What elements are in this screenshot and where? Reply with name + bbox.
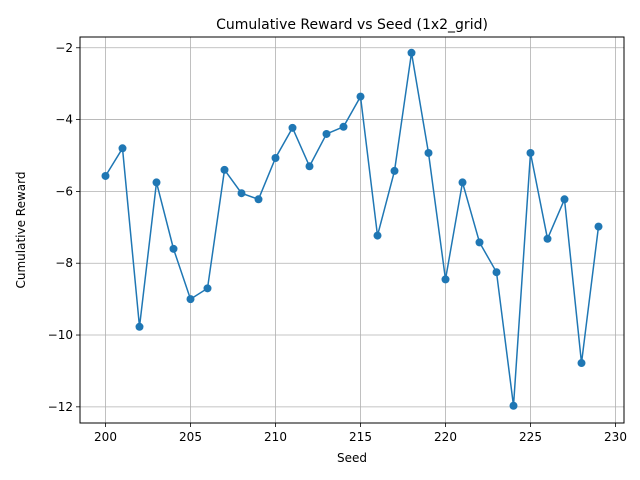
data-point xyxy=(101,171,110,180)
series-layer xyxy=(101,48,603,410)
data-point xyxy=(424,148,433,157)
y-axis-label: Cumulative Reward xyxy=(14,172,28,289)
data-point xyxy=(577,359,586,368)
data-point xyxy=(305,162,314,171)
data-point xyxy=(526,148,535,157)
data-point xyxy=(543,234,552,243)
x-tick-label: 225 xyxy=(519,430,542,444)
data-point xyxy=(135,322,144,331)
y-tick-label: −12 xyxy=(48,400,73,414)
data-point xyxy=(254,195,263,204)
data-point xyxy=(560,195,569,204)
x-tick-label: 205 xyxy=(179,430,202,444)
data-point xyxy=(492,268,501,277)
x-tick-label: 230 xyxy=(604,430,627,444)
y-tick-label: −2 xyxy=(55,41,73,55)
data-point xyxy=(356,92,365,101)
x-tick-label: 220 xyxy=(434,430,457,444)
data-point xyxy=(271,154,280,163)
grid xyxy=(80,37,624,423)
x-axis-label: Seed xyxy=(337,451,367,465)
data-point xyxy=(237,189,246,198)
y-tick-label: −8 xyxy=(55,256,73,270)
data-point xyxy=(220,165,229,174)
x-tick-label: 200 xyxy=(94,430,117,444)
data-point xyxy=(203,284,212,293)
y-tick-label: −4 xyxy=(55,113,73,127)
data-point xyxy=(186,295,195,304)
data-point xyxy=(373,231,382,240)
data-point xyxy=(475,238,484,247)
x-tick-label: 210 xyxy=(264,430,287,444)
plot-frame xyxy=(79,36,625,424)
data-point xyxy=(118,144,127,153)
data-point xyxy=(152,178,161,187)
data-point xyxy=(458,178,467,187)
data-point xyxy=(594,222,603,231)
data-point xyxy=(322,129,331,138)
data-point xyxy=(288,123,297,132)
x-tick-label: 215 xyxy=(349,430,372,444)
x-axis: 200 205 210 215 220 225 230 xyxy=(94,423,627,444)
data-point xyxy=(339,122,348,131)
data-point xyxy=(441,275,450,284)
data-point xyxy=(390,166,399,175)
data-point xyxy=(407,48,416,57)
data-point xyxy=(169,244,178,253)
y-tick-label: −10 xyxy=(48,328,73,342)
chart-title: Cumulative Reward vs Seed (1x2_grid) xyxy=(216,17,488,33)
y-axis: −12 −10 −8 −6 −4 −2 xyxy=(48,41,80,414)
series-line xyxy=(104,52,600,406)
y-tick-label: −6 xyxy=(55,184,73,198)
data-point xyxy=(509,401,518,410)
